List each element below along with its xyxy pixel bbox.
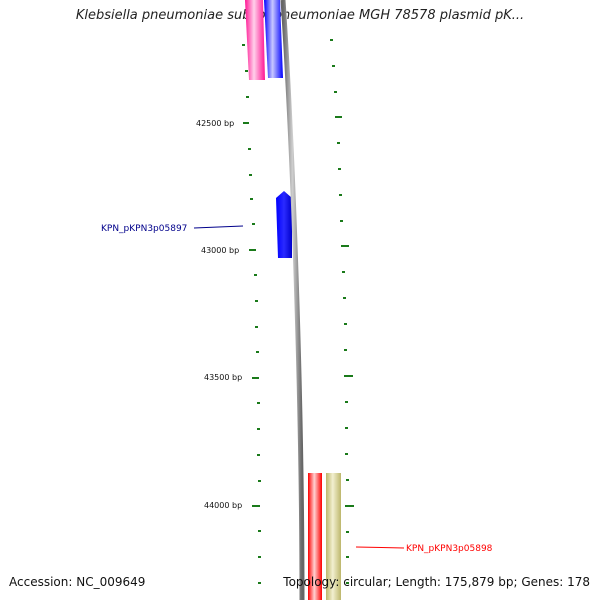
gene-label-kpn-pkpn3p05898[interactable]: KPN_pKPN3p05898 xyxy=(406,544,493,554)
gene-label-kpn-pkpn3p05897[interactable]: KPN_pKPN3p05897 xyxy=(101,224,187,234)
position-label-43500: 43500 bp xyxy=(204,373,242,382)
gene-label-leader-blue xyxy=(193,225,244,229)
gene-feature-blue-top[interactable] xyxy=(264,0,283,78)
gene-feature-kpn-pkpn3p05898[interactable] xyxy=(308,473,322,600)
position-label-42500: 42500 bp xyxy=(196,119,234,128)
gene-feature-magenta[interactable] xyxy=(245,0,265,80)
position-label-44000: 44000 bp xyxy=(204,501,242,510)
accession-text: Accession: NC_009649 xyxy=(9,575,146,589)
gene-label-leader-red xyxy=(355,546,405,549)
position-label-43000: 43000 bp xyxy=(201,246,239,255)
outer-ruler xyxy=(330,39,354,584)
topology-summary: Topology: circular; Length: 175,879 bp; … xyxy=(283,575,590,589)
gene-feature-kpn-pkpn3p05897[interactable] xyxy=(276,191,292,258)
gene-feature-khaki[interactable] xyxy=(326,473,341,600)
map-title: Klebsiella pneumoniae subsp. pneumoniae … xyxy=(75,8,525,23)
plasmid-backbone xyxy=(280,0,305,600)
inner-ruler xyxy=(242,44,261,584)
